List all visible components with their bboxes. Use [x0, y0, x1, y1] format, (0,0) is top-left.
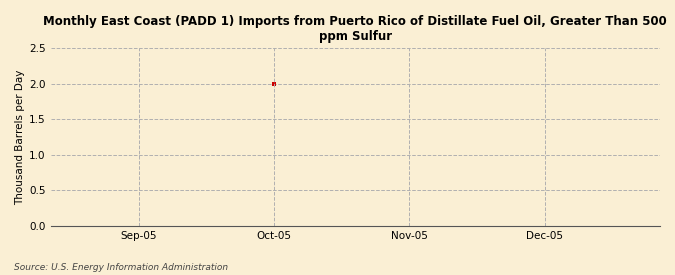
Title: Monthly East Coast (PADD 1) Imports from Puerto Rico of Distillate Fuel Oil, Gre: Monthly East Coast (PADD 1) Imports from…: [43, 15, 667, 43]
Y-axis label: Thousand Barrels per Day: Thousand Barrels per Day: [15, 69, 25, 205]
Text: Source: U.S. Energy Information Administration: Source: U.S. Energy Information Administ…: [14, 263, 227, 272]
